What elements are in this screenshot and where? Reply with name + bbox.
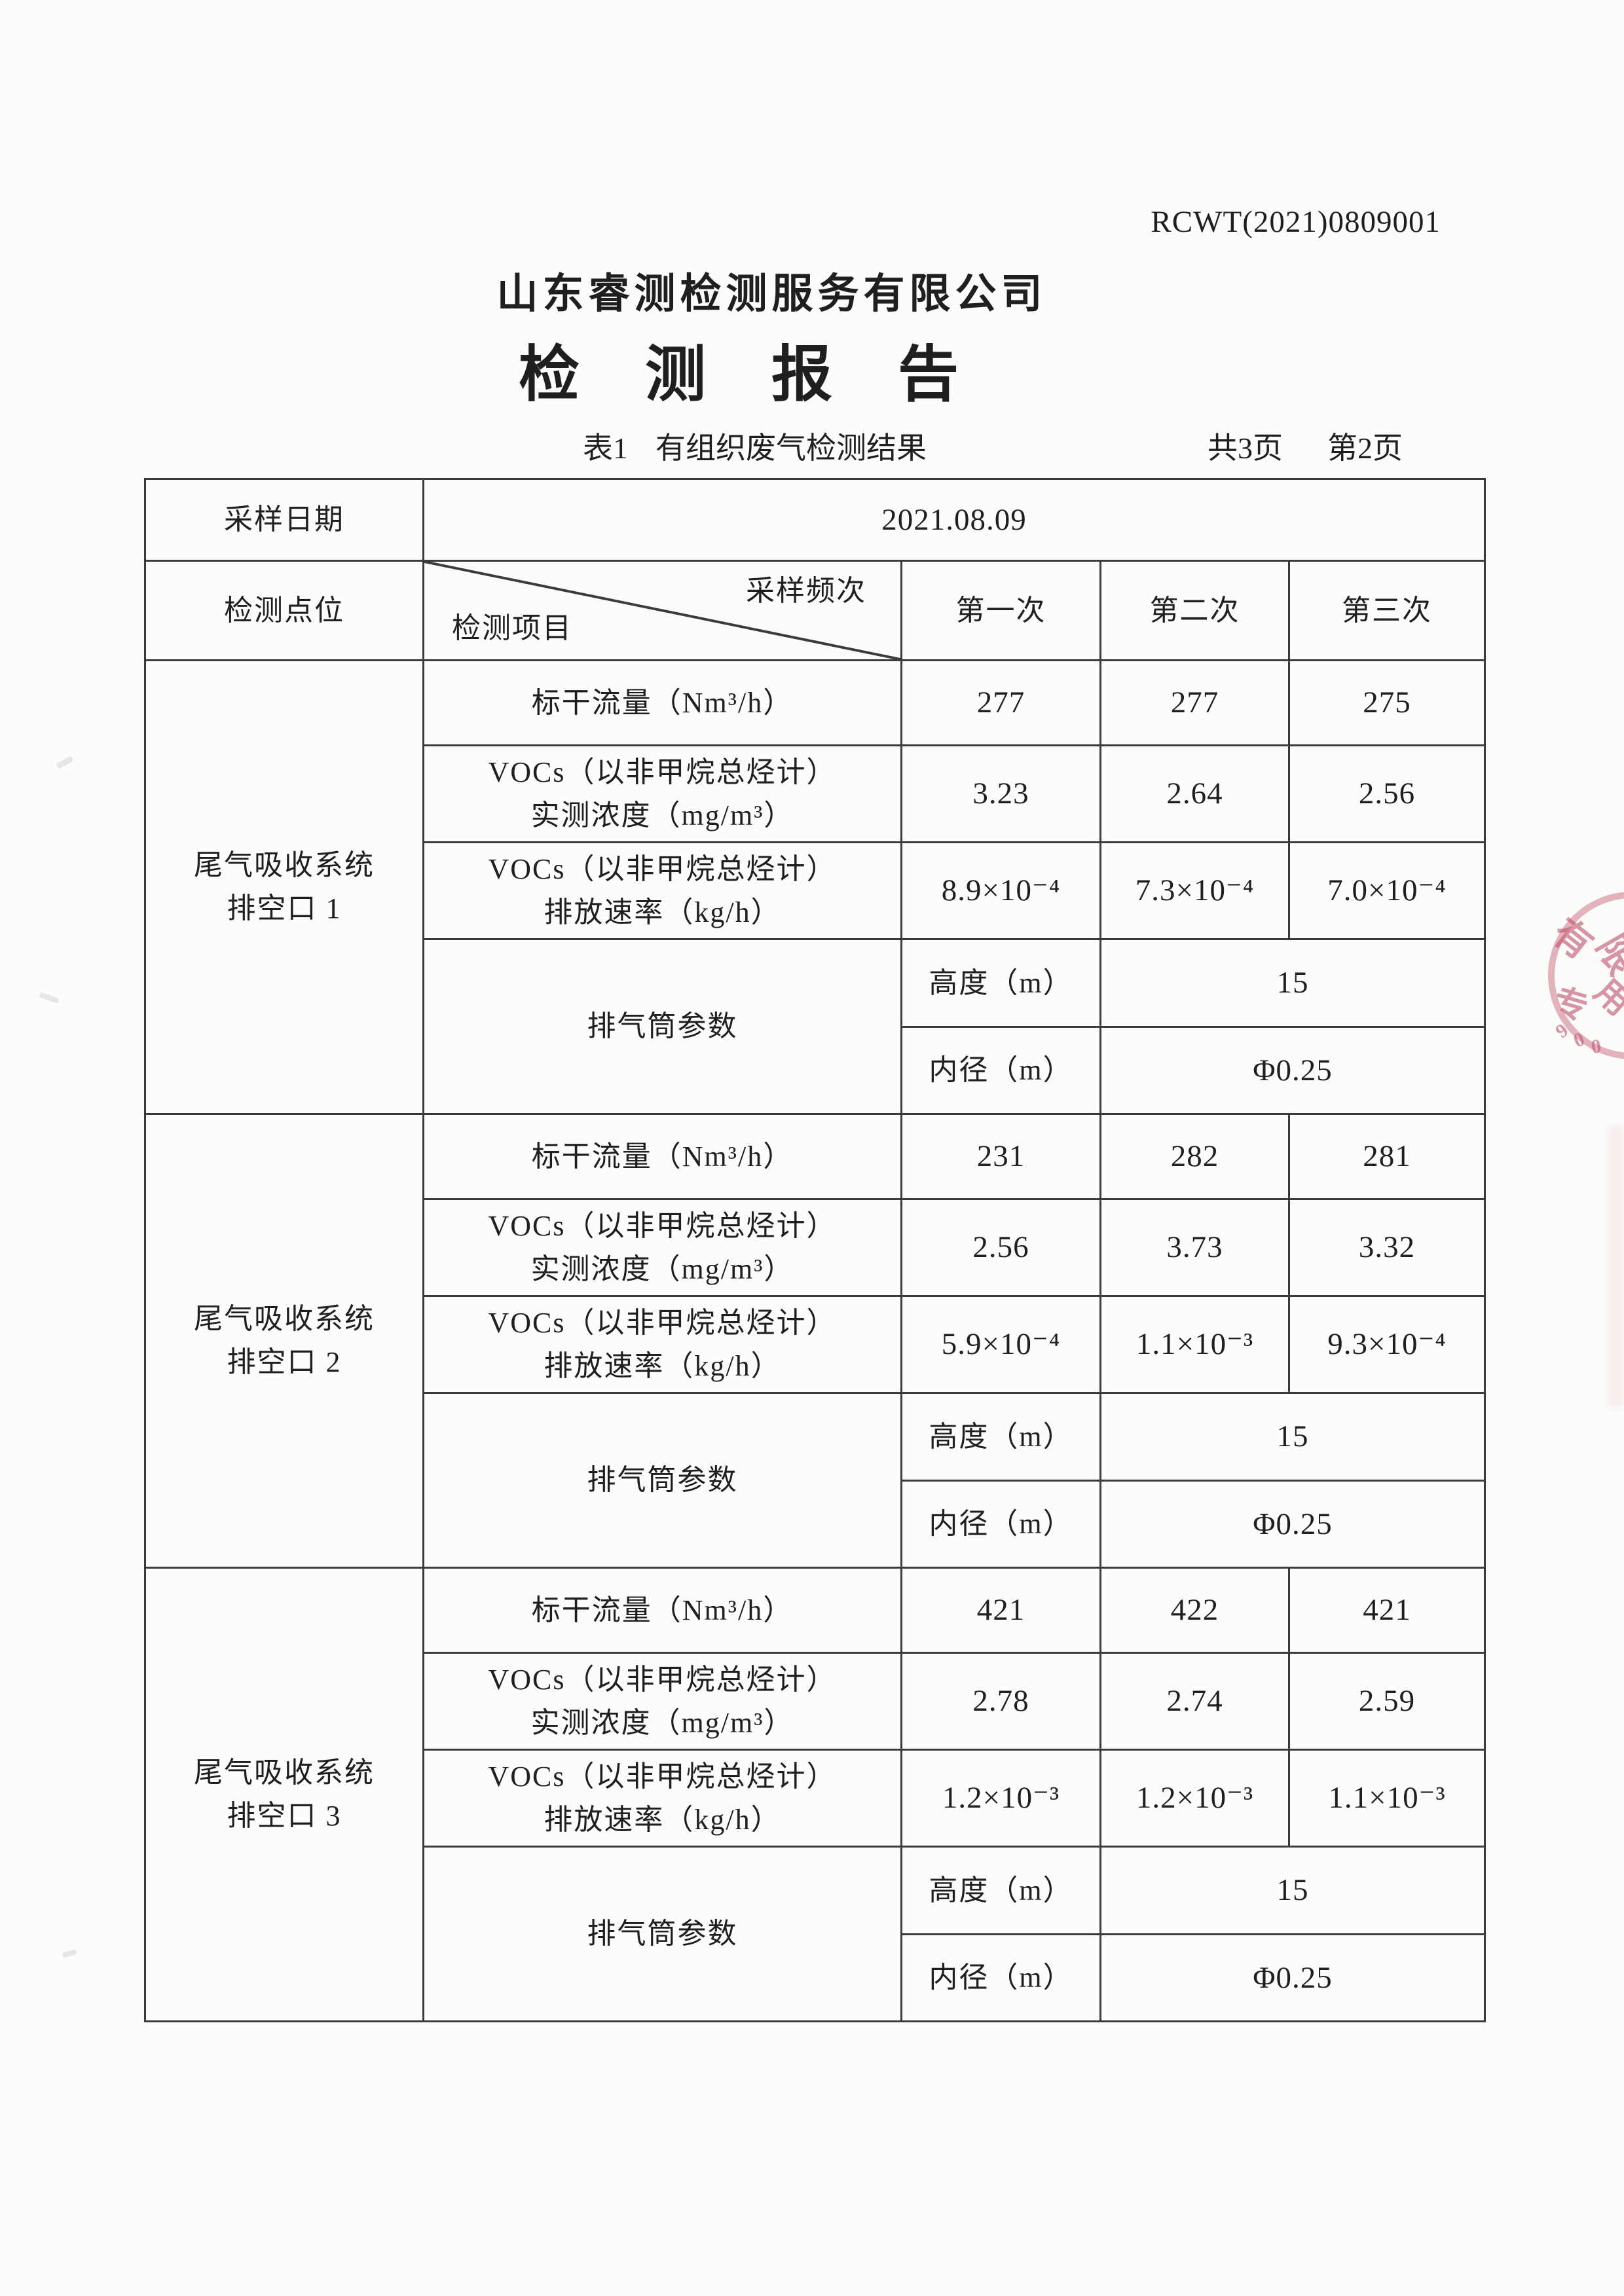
- row-label: 标干流量（Nm³/h）: [424, 661, 902, 746]
- seal-char: 专: [1549, 982, 1593, 1028]
- value-cell: 277: [1101, 661, 1290, 746]
- stack-diameter-value: Φ0.25: [1101, 1028, 1486, 1115]
- results-table: 采样日期 2021.08.09 检测点位 采样频次 检测项目 第一次 第二次 第…: [144, 478, 1486, 2022]
- stack-height-label: 高度（m）: [902, 940, 1101, 1028]
- red-seal-fragment: 有 限 专 用 9 0 0: [1538, 858, 1624, 1074]
- value-cell: 231: [902, 1115, 1101, 1200]
- diagonal-header-cell: 采样频次 检测项目: [424, 562, 902, 661]
- value-cell: 2.56: [1290, 746, 1486, 843]
- scan-smudge: [56, 756, 74, 769]
- value-cell: 1.2×10⁻³: [902, 1751, 1101, 1848]
- stack-height-value: 15: [1101, 940, 1486, 1028]
- seal-digit: 9: [1551, 1019, 1573, 1043]
- diagonal-line: [424, 562, 900, 659]
- value-cell: 2.56: [902, 1200, 1101, 1297]
- stack-diameter-label: 内径（m）: [902, 1482, 1101, 1569]
- stack-height-label: 高度（m）: [902, 1394, 1101, 1482]
- value-cell: 1.2×10⁻³: [1101, 1751, 1290, 1848]
- value-cell: 421: [1290, 1569, 1486, 1654]
- value-cell: 421: [902, 1569, 1101, 1654]
- row-label: VOCs（以非甲烷总烃计） 实测浓度（mg/m³）: [424, 1200, 902, 1297]
- row-label: VOCs（以非甲烷总烃计） 实测浓度（mg/m³）: [424, 746, 902, 843]
- value-cell: 7.3×10⁻⁴: [1101, 843, 1290, 940]
- stack-height-value: 15: [1101, 1848, 1486, 1935]
- stack-height-value: 15: [1101, 1394, 1486, 1482]
- stack-diameter-value: Φ0.25: [1101, 1935, 1486, 2022]
- value-cell: 8.9×10⁻⁴: [902, 843, 1101, 940]
- freq-header-2: 第二次: [1101, 562, 1290, 661]
- row-label: 标干流量（Nm³/h）: [424, 1115, 902, 1200]
- table-number: 表1: [583, 431, 628, 465]
- seal-ring: [1548, 892, 1624, 1059]
- value-cell: 2.64: [1101, 746, 1290, 843]
- row-label: VOCs（以非甲烷总烃计） 排放速率（kg/h）: [424, 1751, 902, 1848]
- value-cell: 1.1×10⁻³: [1290, 1751, 1486, 1848]
- seal-digit: 0: [1589, 1035, 1603, 1058]
- company-name: 山东睿测检测服务有限公司: [496, 271, 1047, 317]
- sampling-date-value: 2021.08.09: [424, 480, 1486, 562]
- seal-char: 限: [1588, 928, 1624, 983]
- value-cell: 7.0×10⁻⁴: [1290, 843, 1486, 940]
- stack-params-label: 排气筒参数: [424, 1394, 902, 1569]
- value-cell: 281: [1290, 1115, 1486, 1200]
- value-cell: 2.74: [1101, 1654, 1290, 1751]
- stack-params-label: 排气筒参数: [424, 940, 902, 1115]
- sampling-date-label: 采样日期: [146, 480, 424, 562]
- row-label: VOCs（以非甲烷总烃计） 排放速率（kg/h）: [424, 1297, 902, 1394]
- value-cell: 422: [1101, 1569, 1290, 1654]
- stack-height-label: 高度（m）: [902, 1848, 1101, 1935]
- stack-diameter-label: 内径（m）: [902, 1028, 1101, 1115]
- value-cell: 2.78: [902, 1654, 1101, 1751]
- page-indicator: 共3页 第2页: [1208, 424, 1403, 467]
- report-title: 检测报告: [519, 342, 1024, 409]
- row-label: 标干流量（Nm³/h）: [424, 1569, 902, 1654]
- value-cell: 5.9×10⁻⁴: [902, 1297, 1101, 1394]
- freq-header-3: 第三次: [1290, 562, 1486, 661]
- table-caption: 表1 有组织废气检测结果: [583, 424, 927, 467]
- point-column-header: 检测点位: [146, 562, 424, 661]
- row-label: VOCs（以非甲烷总烃计） 排放速率（kg/h）: [424, 843, 902, 940]
- seal-digit: 0: [1570, 1028, 1588, 1052]
- value-cell: 1.1×10⁻³: [1101, 1297, 1290, 1394]
- scan-smudge: [39, 992, 60, 1004]
- value-cell: 275: [1290, 661, 1486, 746]
- pages-total: 共3页: [1208, 431, 1283, 465]
- value-cell: 277: [902, 661, 1101, 746]
- diagonal-top-label: 采样频次: [746, 575, 866, 607]
- stack-params-label: 排气筒参数: [424, 1848, 902, 2022]
- page-current: 第2页: [1327, 431, 1403, 465]
- value-cell: 282: [1101, 1115, 1290, 1200]
- value-cell: 3.23: [902, 746, 1101, 843]
- freq-header-1: 第一次: [902, 562, 1101, 661]
- point-cell-1: 尾气吸收系统 排空口 1: [146, 661, 424, 1115]
- diagonal-bottom-label: 检测项目: [452, 612, 572, 644]
- stack-diameter-label: 内径（m）: [902, 1935, 1101, 2022]
- value-cell: 3.32: [1290, 1200, 1486, 1297]
- row-label: VOCs（以非甲烷总烃计） 实测浓度（mg/m³）: [424, 1654, 902, 1751]
- table-title: 有组织废气检测结果: [655, 431, 927, 465]
- value-cell: 9.3×10⁻⁴: [1290, 1297, 1486, 1394]
- value-cell: 2.59: [1290, 1654, 1486, 1751]
- point-cell-2: 尾气吸收系统 排空口 2: [146, 1115, 424, 1569]
- seal-char: 有: [1544, 910, 1601, 968]
- value-cell: 3.73: [1101, 1200, 1290, 1297]
- point-cell-3: 尾气吸收系统 排空口 3: [146, 1569, 424, 2022]
- scan-ink-streak: [1608, 1126, 1624, 1408]
- scan-smudge: [62, 1949, 77, 1958]
- stack-diameter-value: Φ0.25: [1101, 1482, 1486, 1569]
- document-number: RCWT(2021)0809001: [1151, 205, 1441, 239]
- seal-char: 用: [1587, 972, 1624, 1023]
